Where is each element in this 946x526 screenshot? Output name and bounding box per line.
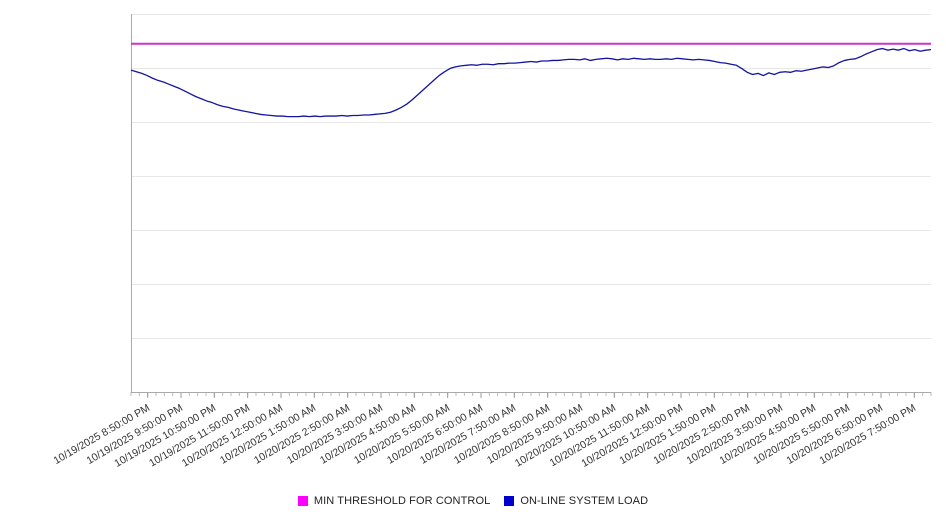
- legend-swatch-blue: [504, 496, 515, 506]
- legend-item-min-threshold-for-control[interactable]: MIN THRESHOLD FOR CONTROL: [297, 495, 491, 507]
- legend-label-system-load: ON-LINE SYSTEM LOAD: [520, 495, 649, 507]
- gridlines: [131, 14, 931, 393]
- legend-item-on-line-system-load[interactable]: ON-LINE SYSTEM LOAD: [504, 495, 648, 507]
- legend-swatch-magenta: [297, 496, 308, 506]
- legend-label-min-threshold: MIN THRESHOLD FOR CONTROL: [313, 495, 491, 507]
- series-on-line-system-load: [130, 47, 932, 118]
- chart-legend: MIN THRESHOLD FOR CONTROL ON-LINE SYSTEM…: [0, 495, 946, 507]
